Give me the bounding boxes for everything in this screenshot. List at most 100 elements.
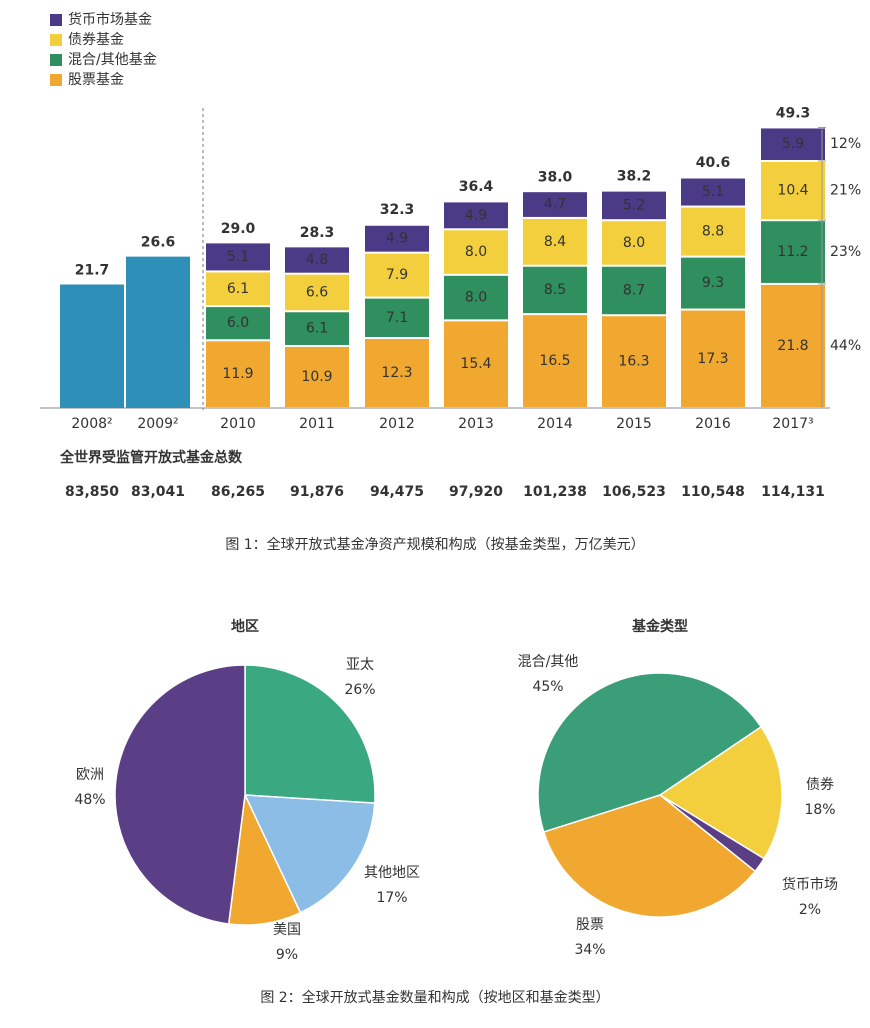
data-label: 5.1 [227, 249, 249, 265]
x-tick-label: 2013 [458, 416, 494, 432]
bar-segment [523, 315, 587, 407]
fund-count-label: 全世界受监管开放式基金总数 [59, 449, 243, 466]
bar-segment [444, 275, 508, 320]
bar-segment [761, 221, 825, 283]
legend-swatch [50, 14, 62, 26]
caption: 图 2：全球开放式基金数量和构成（按地区和基金类型） [260, 989, 609, 1006]
slice-label: 欧洲 [76, 767, 104, 783]
pie-slice [114, 664, 246, 925]
pie-slice [658, 725, 783, 860]
pie-slice [244, 664, 376, 804]
fund-count: 114,131 [761, 484, 825, 500]
data-label: 4.7 [544, 197, 566, 213]
x-tick-label: 2009² [137, 416, 178, 432]
bar [126, 256, 190, 408]
slice-value: 18% [804, 802, 835, 818]
x-tick-label: 2012 [379, 416, 415, 432]
share-label: 21% [830, 183, 861, 199]
data-label: 16.5 [539, 353, 570, 369]
bar-segment [365, 339, 429, 407]
bar-segment [681, 257, 745, 309]
fund-count: 110,548 [681, 484, 745, 500]
data-label: 7.1 [386, 310, 408, 326]
bar-segment [681, 178, 745, 206]
total-label: 40.6 [696, 155, 731, 171]
bar-segment [602, 191, 666, 220]
bar-segment [206, 272, 270, 306]
x-tick-label: 2011 [299, 416, 335, 432]
data-label: 5.2 [623, 197, 645, 213]
data-label: 6.0 [227, 315, 249, 331]
fund-count: 86,265 [211, 484, 265, 500]
share-label: 44% [830, 338, 861, 354]
bar-segment [206, 307, 270, 340]
data-label: 8.5 [544, 282, 566, 298]
bar-segment [681, 207, 745, 256]
total-label: 26.6 [141, 235, 176, 251]
data-label: 9.3 [702, 275, 724, 291]
data-label: 5.9 [782, 136, 804, 152]
slice-value: 17% [376, 890, 407, 906]
bar-segment [285, 312, 349, 345]
x-tick-label: 2016 [695, 416, 731, 432]
data-label: 6.1 [227, 281, 249, 297]
data-label: 10.4 [777, 183, 808, 199]
bar-segment [602, 221, 666, 265]
data-label: 4.9 [465, 207, 487, 223]
total-label: 28.3 [300, 225, 335, 241]
data-label: 12.3 [381, 365, 412, 381]
total-label: 49.3 [776, 105, 811, 121]
slice-label: 混合/其他 [518, 654, 579, 670]
data-label: 7.9 [386, 267, 408, 283]
bar-segment [444, 230, 508, 274]
bar-segment [365, 253, 429, 297]
pie-title: 基金类型 [632, 618, 688, 635]
bar-segment [761, 162, 825, 220]
slice-label: 其他地区 [364, 865, 420, 881]
total-label: 21.7 [75, 263, 110, 279]
bar-segment [761, 128, 825, 161]
fund-count: 101,238 [523, 484, 587, 500]
bar-segment [602, 316, 666, 407]
data-label: 4.9 [386, 231, 408, 247]
bar-segment [206, 243, 270, 271]
x-tick-label: 2008² [71, 416, 112, 432]
data-label: 6.1 [306, 321, 328, 337]
data-label: 21.8 [777, 338, 808, 354]
total-label: 38.2 [617, 169, 652, 185]
slice-value: 45% [532, 679, 563, 695]
bar-segment [285, 247, 349, 273]
bar-segment [523, 192, 587, 217]
fund-count: 97,920 [449, 484, 503, 500]
x-tick-label: 2014 [537, 416, 573, 432]
fund-count: 83,041 [131, 484, 185, 500]
data-label: 4.8 [306, 252, 328, 268]
bar-segment [444, 202, 508, 229]
slice-value: 48% [74, 792, 105, 808]
pie-slice [243, 794, 376, 914]
share-label: 23% [830, 244, 861, 260]
slice-label: 亚太 [346, 657, 374, 673]
bar-segment [365, 298, 429, 338]
legend-swatch [50, 54, 62, 66]
total-label: 38.0 [538, 170, 573, 186]
pie-title: 地区 [231, 618, 259, 635]
share-label: 12% [830, 136, 861, 152]
total-label: 36.4 [459, 179, 494, 195]
bar-segment [761, 284, 825, 407]
legend-label: 混合/其他基金 [68, 51, 157, 68]
bar-segment [206, 341, 270, 407]
fund-count: 106,523 [602, 484, 666, 500]
bar-segment [523, 266, 587, 314]
x-tick-label: 2017³ [772, 416, 813, 432]
pie-slice [542, 794, 757, 918]
data-label: 16.3 [618, 354, 649, 370]
data-label: 17.3 [697, 351, 728, 367]
total-label: 29.0 [221, 221, 256, 237]
slice-value: 34% [574, 942, 605, 958]
bar-segment [285, 274, 349, 311]
pie-slice [537, 672, 763, 833]
data-label: 11.2 [777, 244, 808, 260]
legend-swatch [50, 74, 62, 86]
